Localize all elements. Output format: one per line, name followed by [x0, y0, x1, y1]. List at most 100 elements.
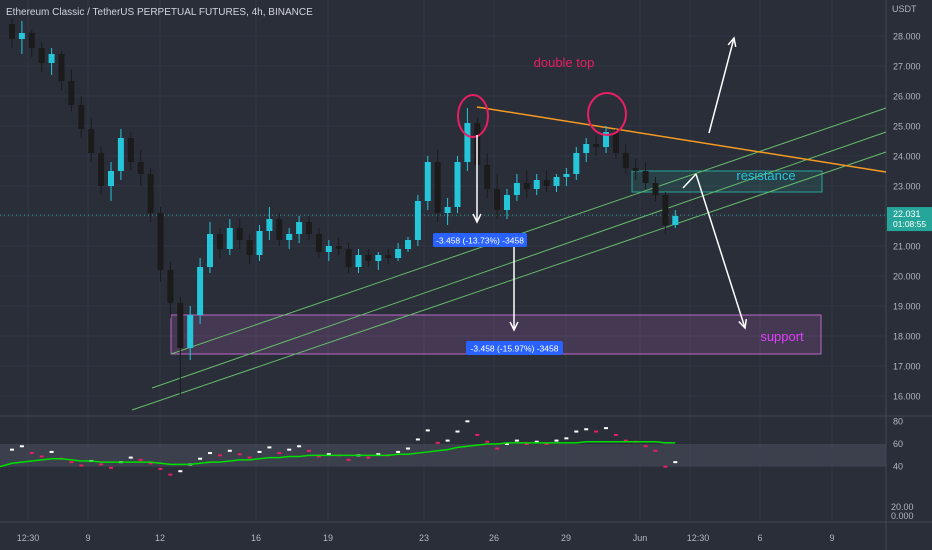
- arrow-head: [472, 213, 482, 224]
- candle-body: [553, 177, 560, 186]
- measure-label-text: -3.458 (-13.73%) -3458: [436, 236, 524, 246]
- candle-body: [98, 153, 105, 186]
- candle-body: [593, 144, 600, 147]
- indicator-tick: 40: [893, 462, 903, 472]
- candle: [236, 219, 243, 249]
- price-tick: 27.000: [893, 62, 921, 72]
- candle: [9, 18, 15, 48]
- candle-body: [167, 270, 174, 303]
- indicator-tick: 60: [893, 439, 903, 449]
- candle-body: [504, 195, 510, 210]
- candle-body: [583, 144, 590, 153]
- current-price-value: 22.031: [893, 209, 921, 219]
- candle-body: [513, 183, 520, 195]
- candle: [414, 195, 421, 246]
- candle-body: [137, 162, 144, 174]
- measure-arrow-2: [509, 246, 519, 332]
- candle-body: [563, 174, 570, 177]
- candle-body: [68, 81, 75, 105]
- chart-title: Ethereum Classic / TetherUS PERPETUAL FU…: [6, 7, 313, 18]
- candle: [296, 216, 303, 243]
- candle-body: [117, 138, 124, 171]
- candle: [108, 162, 114, 201]
- target-down-arrow: [695, 173, 748, 330]
- candle-body: [108, 171, 114, 186]
- time-tick: 6: [757, 533, 762, 543]
- indicator-tick: 0.000: [891, 511, 914, 521]
- candle-body: [444, 207, 451, 213]
- candle-body: [345, 249, 352, 267]
- candle: [276, 213, 283, 246]
- candle-body: [306, 222, 312, 234]
- candle: [216, 228, 223, 258]
- candle: [127, 132, 134, 171]
- candle-body: [216, 234, 223, 249]
- candle: [543, 171, 550, 192]
- axes: USDT 28.000 27.000 26.000 25.000 24.000 23.000…: [17, 4, 932, 543]
- candle: [513, 174, 520, 201]
- target-up-arrow: [708, 36, 737, 134]
- candle-body: [652, 183, 659, 195]
- candle-body: [454, 162, 461, 207]
- candle-body: [375, 255, 382, 261]
- candle-body: [325, 246, 332, 252]
- candle-body: [9, 24, 15, 39]
- candle: [563, 168, 570, 186]
- candle-body: [286, 234, 293, 240]
- candle: [78, 96, 85, 138]
- candle: [424, 156, 431, 210]
- candle-body: [414, 201, 421, 240]
- price-tick: 26.000: [893, 92, 921, 102]
- candle: [504, 189, 510, 219]
- candle-body: [127, 138, 134, 162]
- resistance-label: resistance: [736, 168, 795, 183]
- candle-body: [226, 228, 233, 249]
- rsi-indicator: [0, 420, 886, 476]
- candle-body: [523, 183, 530, 189]
- candle-body: [355, 255, 362, 267]
- candle: [375, 252, 382, 270]
- price-tick: 28.000: [893, 32, 921, 42]
- descending-trendline: [476, 106, 887, 173]
- candle: [632, 159, 639, 180]
- rsi-band: [0, 444, 886, 467]
- candle-body: [385, 255, 392, 258]
- channel-line-middle: [151, 131, 887, 389]
- candle-body: [622, 153, 629, 168]
- candle-body: [533, 180, 540, 189]
- candle: [464, 108, 471, 171]
- price-tick: 21.000: [893, 242, 921, 252]
- candle: [454, 156, 461, 213]
- price-tick: 24.000: [893, 152, 921, 162]
- candle: [266, 207, 273, 240]
- price-tick: 18.000: [893, 332, 921, 342]
- candle: [147, 168, 154, 222]
- time-tick: 9: [85, 533, 90, 543]
- candle: [38, 42, 45, 72]
- candle: [98, 147, 105, 195]
- measure-label-box: [466, 341, 563, 355]
- candle-body: [58, 54, 65, 81]
- candle-body: [147, 174, 154, 213]
- candle-body: [434, 162, 441, 213]
- candle: [434, 150, 441, 222]
- candle: [533, 174, 540, 195]
- candle-body: [197, 267, 204, 315]
- candle-body: [494, 189, 501, 210]
- channel-line-lower: [131, 151, 887, 411]
- candle: [603, 126, 609, 153]
- time-tick: 29: [561, 533, 571, 543]
- double-top-circle-1: [457, 94, 489, 138]
- candle: [306, 216, 312, 240]
- candle: [553, 174, 560, 192]
- candle-body: [642, 171, 649, 183]
- candle: [672, 210, 679, 228]
- candle: [652, 177, 659, 201]
- candle: [28, 30, 35, 57]
- candle: [573, 147, 580, 180]
- price-tick: 19.000: [893, 302, 921, 312]
- candle: [137, 150, 144, 186]
- rsi-ma-line: [0, 440, 676, 468]
